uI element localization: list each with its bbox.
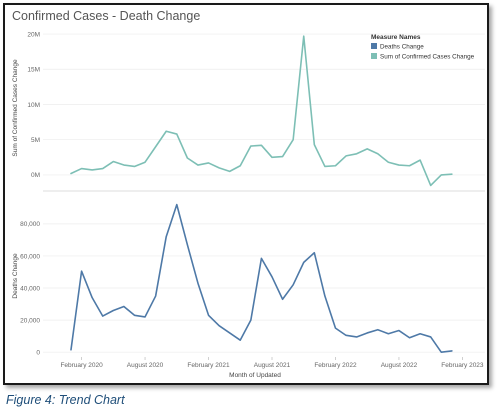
chart-title: Confirmed Cases - Death Change	[12, 9, 201, 23]
deaths-y-tick-label: 0	[36, 349, 40, 356]
x-tick-label: August 2021	[254, 362, 291, 369]
chart-frame: Confirmed Cases - Death Change 0M 5M 10M 15…	[3, 3, 489, 385]
legend-swatch-cases	[371, 53, 377, 59]
x-tick-label: February 2023	[441, 362, 484, 369]
legend: Measure Names Deaths Change Sum of Confi…	[371, 34, 475, 61]
legend-label-deaths: Deaths Change	[380, 44, 424, 51]
cases-series-line	[70, 35, 453, 187]
x-tick-label: February 2021	[187, 362, 230, 369]
cases-panel: 0M 5M 10M 15M 20M Sum of Confirmed Cases Chan…	[12, 31, 485, 187]
legend-label-cases: Sum of Confirmed Cases Change	[380, 54, 475, 61]
cases-y-tick-label: 10M	[27, 102, 40, 109]
cases-y-tick-label: 15M	[27, 67, 40, 74]
chart-svg: 0M 5M 10M 15M 20M Sum of Confirmed Cases Chan…	[12, 31, 485, 379]
deaths-series-line	[70, 203, 453, 353]
x-axis-title: Month of Updated	[229, 372, 281, 379]
cases-y-tick-label: 5M	[31, 137, 40, 144]
deaths-y-tick-label: 40,000	[20, 285, 40, 292]
cases-y-axis-title: Sum of Confirmed Cases Change	[12, 59, 19, 157]
figure-caption: Figure 4: Trend Chart	[6, 393, 125, 407]
legend-swatch-deaths	[371, 43, 377, 49]
cases-y-tick-label: 0M	[31, 172, 40, 179]
x-tick-label: August 2020	[127, 362, 164, 369]
cases-y-tick-label: 20M	[27, 31, 40, 38]
deaths-y-axis-title: Deaths Change	[12, 253, 19, 299]
legend-title: Measure Names	[371, 34, 421, 41]
x-tick-label: August 2022	[381, 362, 418, 369]
deaths-y-tick-label: 60,000	[20, 253, 40, 260]
x-axis: February 2020 August 2020 February 2021 Aug…	[60, 357, 484, 369]
deaths-y-tick-label: 20,000	[20, 317, 40, 324]
x-tick-label: February 2022	[314, 362, 357, 369]
x-tick-label: February 2020	[60, 362, 103, 369]
deaths-panel: 0 20,000 40,000 60,000 80,000 Deaths Change	[12, 203, 485, 356]
deaths-y-tick-label: 80,000	[20, 221, 40, 228]
